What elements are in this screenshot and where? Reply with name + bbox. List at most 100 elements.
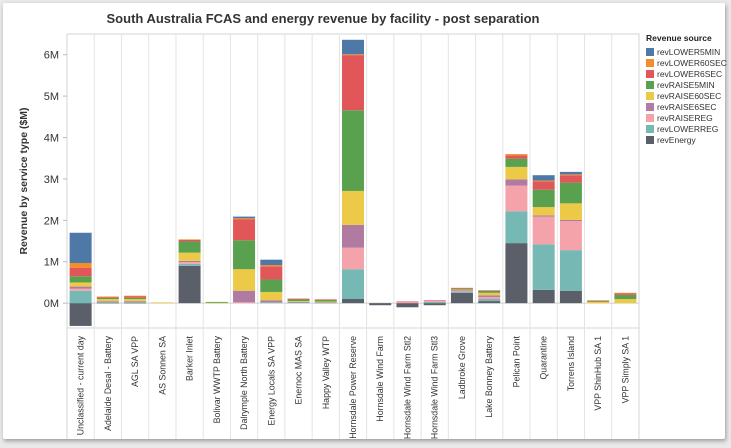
bar-segment <box>342 54 364 56</box>
bar-segment <box>178 239 201 240</box>
legend-label: revLOWER5MIN <box>657 46 721 57</box>
bar-segment <box>450 287 473 289</box>
legend-swatch <box>646 58 654 67</box>
bar-segment <box>260 291 283 301</box>
bar-segment <box>587 300 610 302</box>
bar-segment <box>260 300 283 303</box>
bar-segment <box>69 286 92 289</box>
bar-segment <box>532 289 555 304</box>
bar-segment <box>151 302 174 304</box>
bar-segment <box>478 296 501 300</box>
legend-label: revLOWERREG <box>657 123 719 134</box>
bar-segment <box>287 302 310 304</box>
bar-segment <box>587 301 610 302</box>
bar-segment <box>233 269 256 291</box>
legend-swatch <box>646 80 654 89</box>
legend-item[interactable]: revLOWER6SEC <box>646 68 724 79</box>
bar-segment <box>532 215 555 217</box>
bar-segment <box>69 262 92 268</box>
legend-item[interactable]: revRAISE5MIN <box>646 79 724 90</box>
plot-area-border <box>66 33 640 329</box>
bar-segment <box>260 265 283 267</box>
bar-segment <box>342 39 364 55</box>
x-tick-label: Unclassified - current day <box>76 335 86 435</box>
bar-segment <box>69 232 92 263</box>
bar-segment <box>450 292 473 304</box>
bar-segment <box>233 219 256 241</box>
y-tick-label: 3M <box>44 174 59 186</box>
bar-segment <box>423 301 446 304</box>
bar-segment <box>478 299 501 302</box>
bar-segment <box>287 298 310 300</box>
legend-label: revLOWER6SEC <box>657 68 723 79</box>
bar-segment <box>423 303 446 306</box>
legend-title: Revenue source <box>646 33 712 43</box>
x-tick-label: Ladbroke Grove <box>457 336 467 399</box>
y-tick-label: 2M <box>44 215 59 227</box>
bar-segment <box>233 216 256 219</box>
legend-label: revRAISEREG <box>657 112 713 123</box>
bar-segment <box>505 179 528 186</box>
legend-label: revLOWER60SEC <box>657 57 727 68</box>
stacked-bar-chart: 0M 1M 2M 3M 4M 5M 6M Revenue by service type ($… <box>18 33 640 439</box>
bar-segment <box>178 239 201 242</box>
bar-segment <box>532 244 555 290</box>
bar-segment <box>260 279 283 292</box>
bar-segment <box>69 288 92 291</box>
x-tick-label: AGL SA VPP <box>130 336 140 387</box>
bar-segment <box>559 203 582 220</box>
bar-segment <box>69 303 92 326</box>
bar-segment <box>369 303 392 306</box>
bar-segment <box>396 301 419 304</box>
bar-segment <box>342 247 364 270</box>
x-tick-label: Torrens Island <box>566 336 576 391</box>
bar-segment <box>69 267 92 277</box>
bar-segment <box>96 297 119 300</box>
bar-segment <box>450 291 473 293</box>
bar-segment <box>587 301 610 304</box>
bar-segment <box>178 265 201 304</box>
bar-segment <box>450 289 473 291</box>
bar-segment <box>532 207 555 216</box>
y-tick-label: 0M <box>44 298 59 310</box>
legend-item[interactable]: revLOWERREG <box>646 123 724 134</box>
bar-segment <box>505 185 528 212</box>
bar-segment <box>96 296 119 298</box>
legend-item[interactable]: revLOWER60SEC <box>646 57 727 68</box>
bar-segment <box>614 293 637 295</box>
legend-item[interactable]: revRAISE6SEC <box>646 101 724 112</box>
legend-item[interactable]: revRAISE60SEC <box>646 90 724 101</box>
bar-segment <box>178 252 201 261</box>
bar-segment <box>396 301 419 303</box>
bar-segment <box>342 224 364 248</box>
bar-segment <box>124 296 147 298</box>
legend-item[interactable]: revRAISEREG <box>646 112 724 123</box>
bar-segment <box>423 300 446 301</box>
legend-item[interactable]: revEnergy <box>646 134 724 145</box>
bar-segment <box>314 301 337 303</box>
bar-segment <box>396 303 419 308</box>
legend-item[interactable]: revLOWER5MIN <box>646 46 724 57</box>
bar-segment <box>450 288 473 290</box>
legend-swatch <box>646 102 654 111</box>
legend-label: revRAISE60SEC <box>657 90 722 101</box>
bar-segment <box>505 155 528 159</box>
legend-label: revEnergy <box>657 134 696 145</box>
bar-segment <box>96 301 119 302</box>
bar-segment <box>178 263 201 266</box>
bar-segment <box>69 276 92 283</box>
bar-segment <box>260 302 283 304</box>
bar-segment <box>559 221 582 251</box>
y-tick-label: 4M <box>44 133 59 145</box>
bar-segment <box>205 301 228 303</box>
bar-segment <box>614 292 637 294</box>
x-tick-label: Happy Valley WTP <box>321 336 331 409</box>
legend-items: revLOWER5MIN revLOWER60SEC revLOWER6SEC rev… <box>646 46 727 145</box>
bar-segment <box>505 166 528 180</box>
bar-segment <box>342 269 364 300</box>
bar-segment <box>124 299 147 302</box>
x-tick-label: AS Sonnen SA <box>157 336 167 395</box>
x-tick-label: Quarantine <box>539 336 549 380</box>
bar-segment <box>505 154 528 156</box>
bar-segment <box>532 189 555 208</box>
